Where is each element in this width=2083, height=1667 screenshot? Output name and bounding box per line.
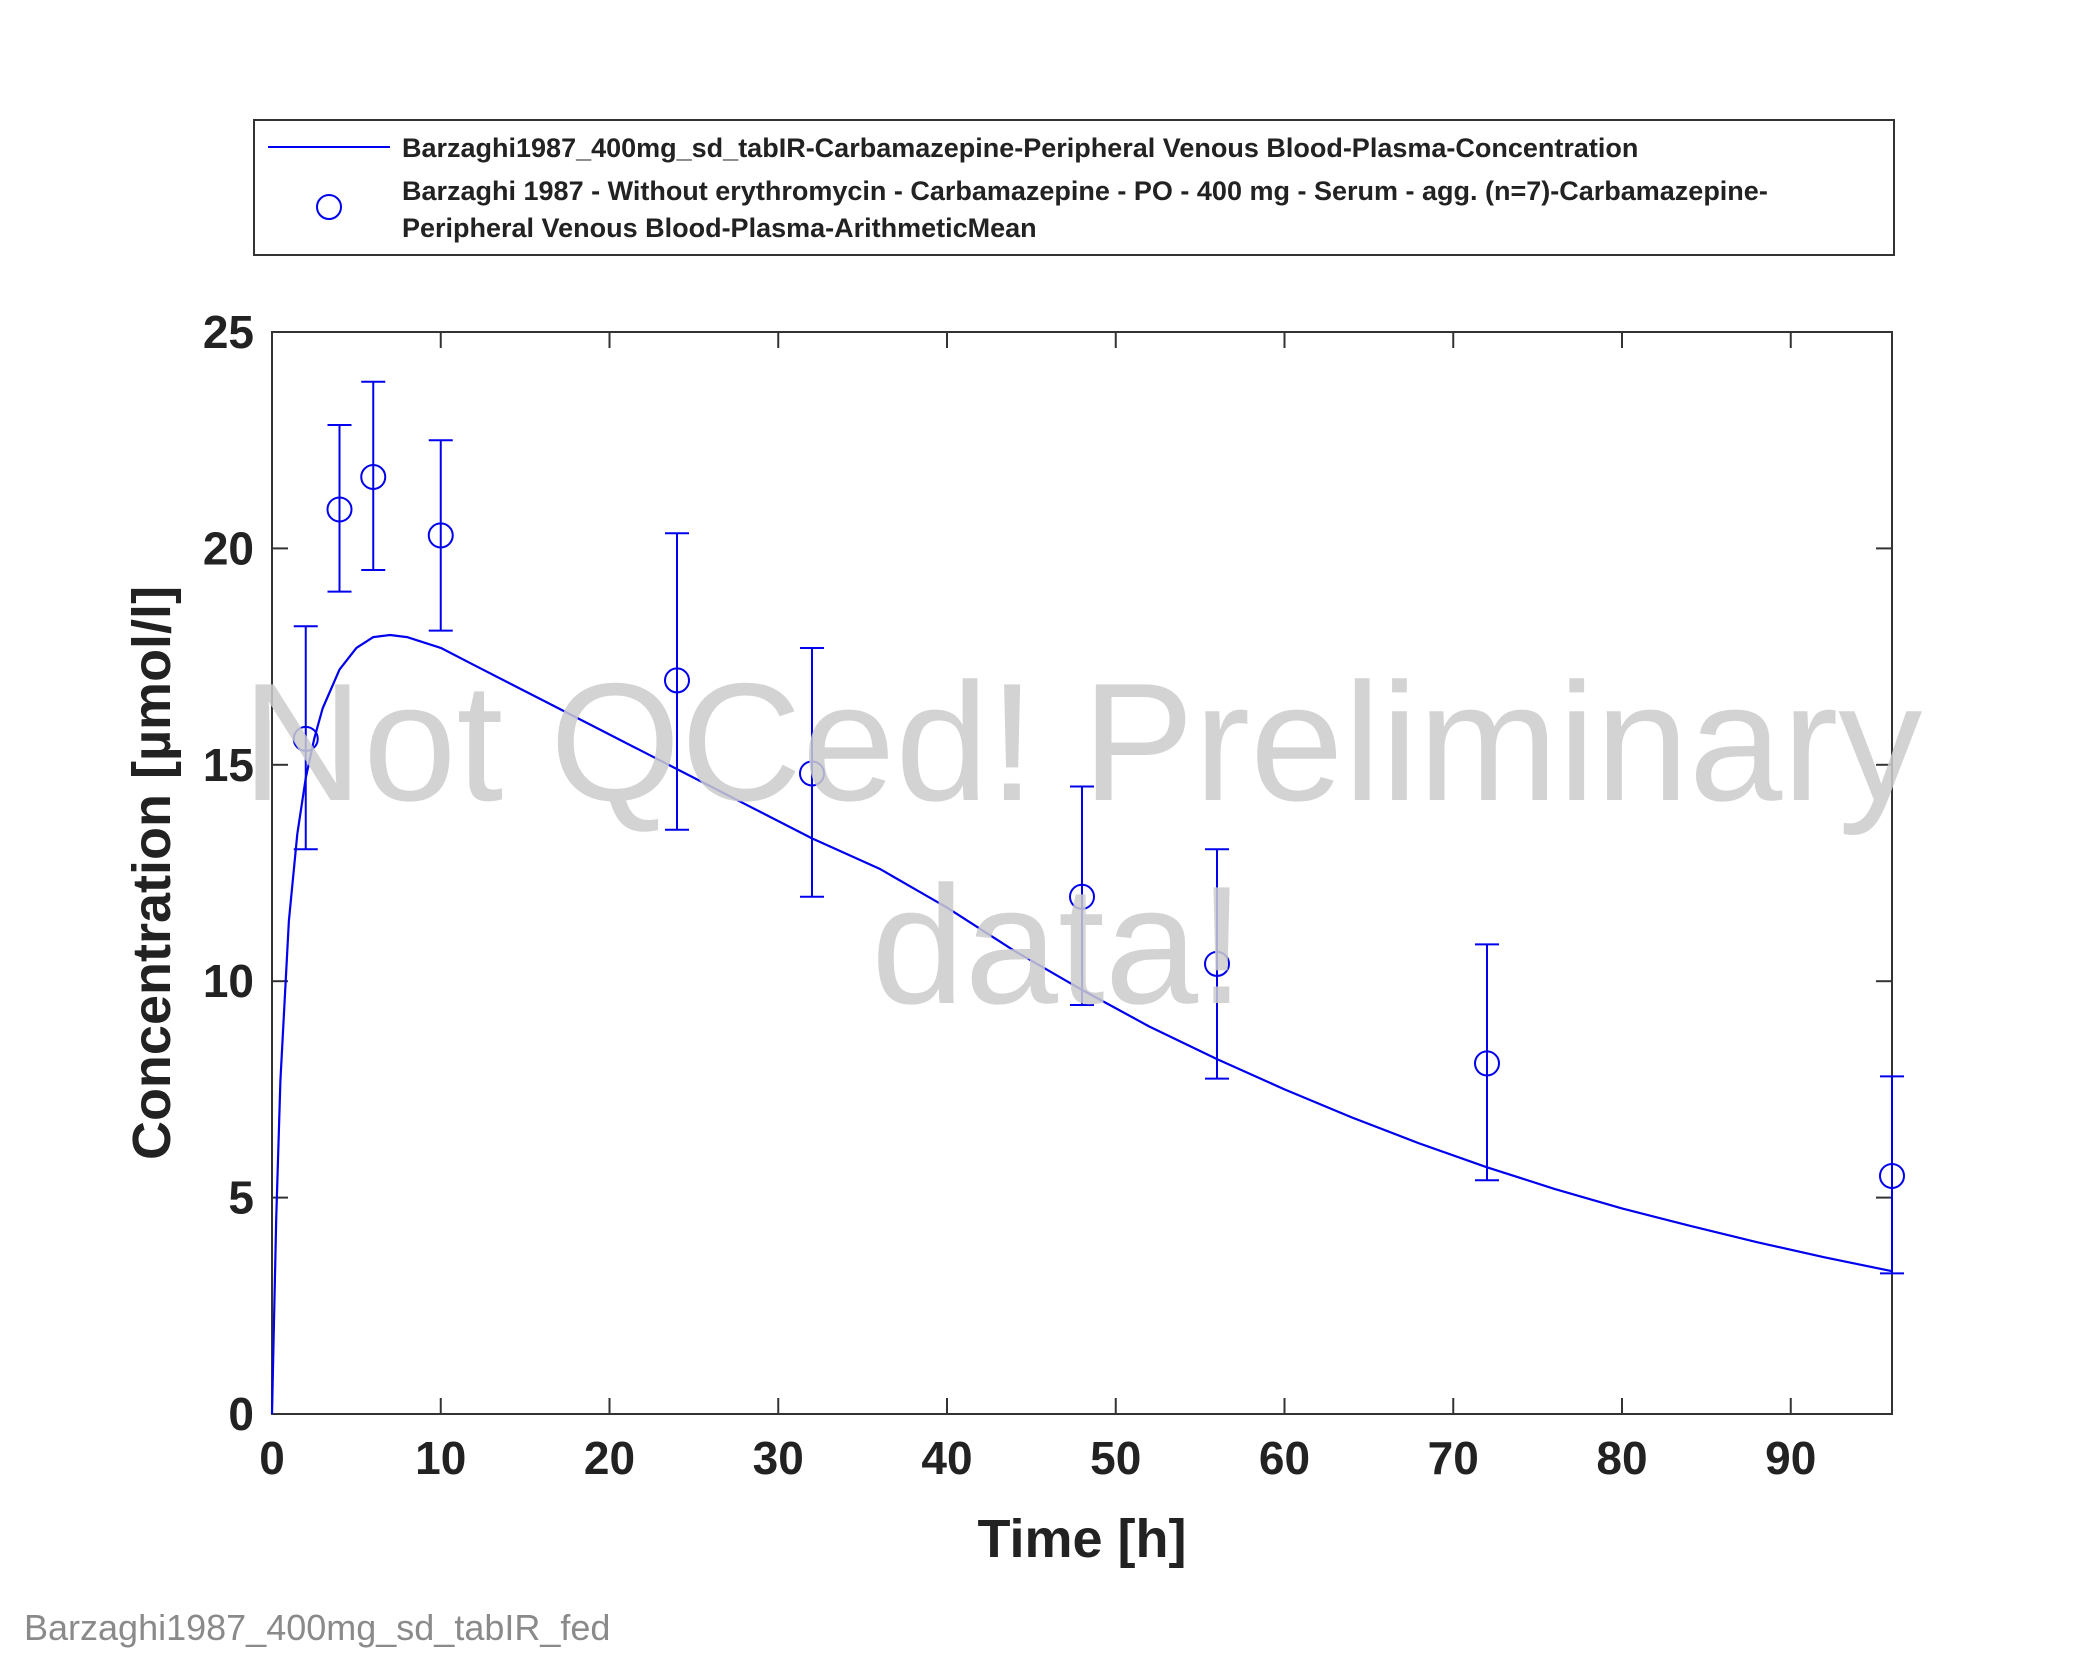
simulation-line [270,633,1893,1415]
x-tick-label: 30 [753,1432,804,1484]
observed-point [664,667,690,694]
legend-circle-marker [316,194,342,220]
x-tick-label: 70 [1428,1432,1479,1484]
x-tick-label: 0 [259,1432,285,1484]
y-tick-label: 10 [203,955,254,1007]
y-tick-label: 0 [228,1388,254,1440]
x-tick-label: 60 [1259,1432,1310,1484]
x-tick-label: 40 [921,1432,972,1484]
x-tick-label: 10 [415,1432,466,1484]
y-tick-label: 5 [228,1172,254,1224]
x-tick-label: 20 [584,1432,635,1484]
legend-entry-simulation: Barzaghi1987_400mg_sd_tabIR-Carbamazepin… [402,133,1638,163]
observed-point [1069,883,1095,910]
observed-point [1474,1050,1500,1077]
y-tick-label: 15 [203,739,254,791]
watermark-line1: Not QCed! Preliminary [242,648,1923,836]
x-tick-label: 80 [1596,1432,1647,1484]
x-tick-label: 50 [1090,1432,1141,1484]
tick-labels: 0 10 20 30 40 50 60 70 80 90 0 5 10 15 20 25 [203,306,1817,1484]
watermark-line2: data! [871,851,1245,1039]
y-tick-label: 25 [203,306,254,358]
observed-point [799,760,825,787]
x-axis-label: Time [h] [977,1509,1186,1569]
observed-point [360,463,387,490]
y-axis-label: Concentration [µmol/l] [122,586,182,1160]
observed-point [427,522,454,549]
observed-point [1879,1162,1905,1189]
x-tick-label: 90 [1765,1432,1816,1484]
series-layer [270,380,1905,1415]
legend-entry-observed-line2: Peripheral Venous Blood-Plasma-Arithmeti… [402,213,1037,243]
y-tick-label: 20 [203,522,254,574]
legend-entry-observed-line1: Barzaghi 1987 - Without erythromycin - C… [402,176,1768,206]
legend: Barzaghi1987_400mg_sd_tabIR-Carbamazepin… [253,119,1895,256]
plot-area: 0 10 20 30 40 50 60 70 80 90 0 5 10 15 20 25 [203,306,1905,1484]
observed-point [292,725,319,752]
observed-point [326,496,353,523]
footer-label: Barzaghi1987_400mg_sd_tabIR_fed [24,1607,610,1648]
observed-point [1204,950,1230,977]
legend-box [253,119,1895,256]
